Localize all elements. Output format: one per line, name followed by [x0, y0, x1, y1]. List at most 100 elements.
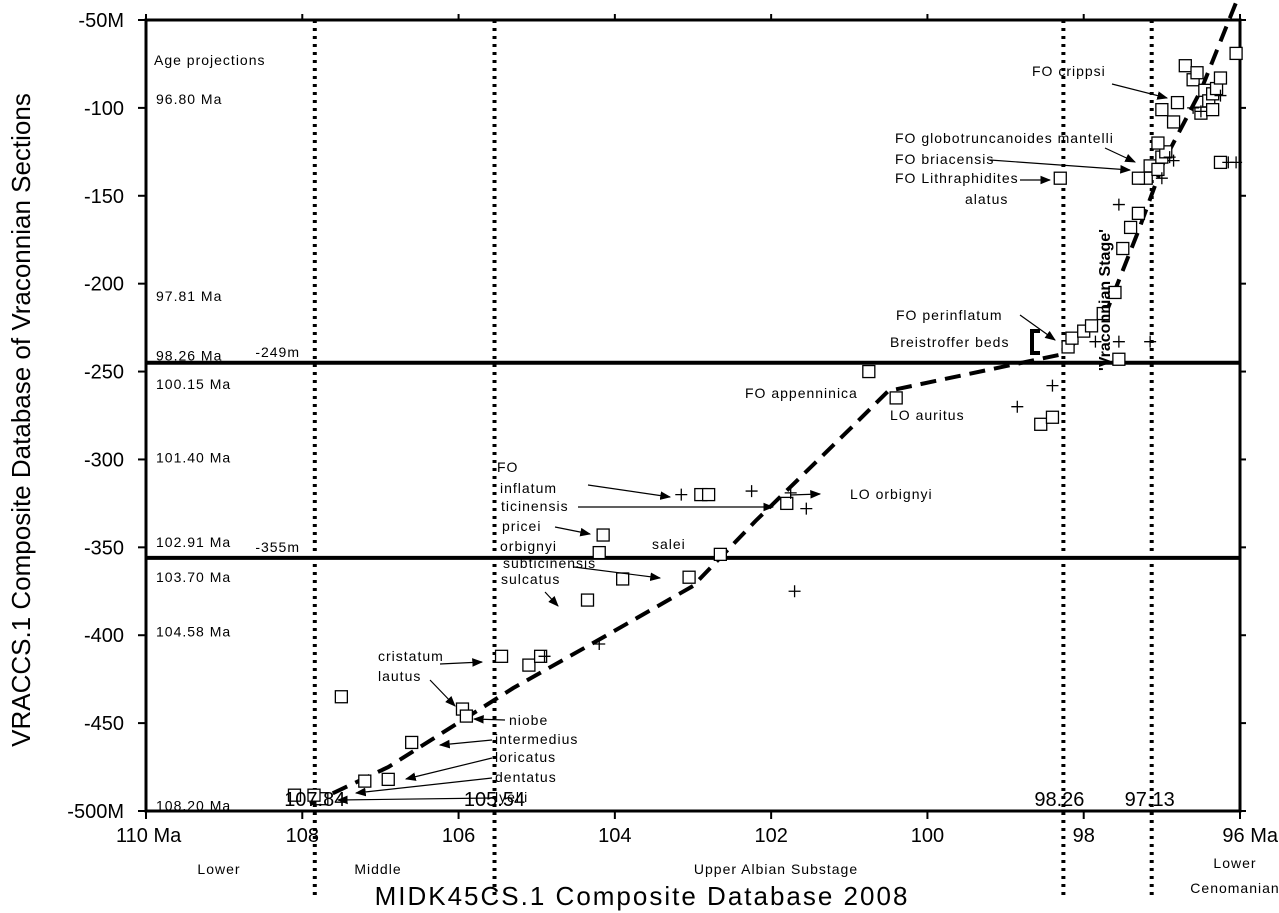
x-tick-label: 104	[598, 825, 631, 847]
substage-label: Middle	[354, 861, 401, 877]
substage-label: Lower	[1213, 855, 1256, 871]
x-tick-label: 108	[286, 825, 319, 847]
substage-label: Upper Albian Substage	[694, 861, 858, 877]
annotation-arrow-niobe	[474, 719, 505, 720]
data-point-square	[382, 773, 394, 785]
x-tick-label: 98	[1073, 825, 1095, 847]
data-point-square	[1207, 104, 1219, 116]
annotation-dentatus: dentatus	[495, 769, 557, 785]
data-point-plus	[1144, 336, 1156, 348]
annotation-fo-lithraphidites: FO Lithraphidites	[895, 170, 1019, 186]
data-point-square	[703, 489, 715, 501]
annotation-subticinensis: subticinensis	[503, 555, 596, 571]
annotation-lautus: lautus	[378, 668, 421, 684]
data-points	[288, 47, 1242, 804]
annotation-intermedius: intermedius	[495, 731, 578, 747]
data-point-square	[582, 594, 594, 606]
annotation-salei: salei	[652, 536, 686, 552]
data-point-square	[1054, 172, 1066, 184]
x-tick-label: 100	[911, 825, 944, 847]
annotation-cristatum: cristatum	[378, 648, 444, 664]
substage-label: Cenomanian	[1190, 880, 1279, 896]
line-of-correlation-path	[310, 2, 1236, 804]
data-point-square	[335, 691, 347, 703]
x-tick-label: 102	[754, 825, 787, 847]
data-point-square	[781, 497, 793, 509]
data-point-plus	[1011, 401, 1023, 413]
data-point-square	[1046, 411, 1058, 423]
age-projection-label: 103.70 Ma	[156, 569, 231, 585]
y-tick-label: -300	[84, 449, 124, 471]
y-tick-label: -250	[84, 362, 124, 384]
data-point-square	[1035, 418, 1047, 430]
data-point-plus	[789, 585, 801, 597]
data-point-square	[496, 650, 508, 662]
data-point-square	[1156, 104, 1168, 116]
annotation-fo-crippsi: FO crippsi	[1032, 63, 1106, 79]
annotation-arrow-fo-crippsi	[1112, 84, 1167, 98]
y-axis-label: VRACCS.1 Composite Database of Vraconnia…	[6, 93, 36, 747]
annotation-orbignyi: orbignyi	[500, 538, 557, 554]
boundary-vertical-lines	[315, 20, 1152, 898]
age-projection-label: 98.26 Ma	[156, 348, 222, 364]
boundary-horizontal-lines	[146, 363, 1240, 558]
data-point-square	[1179, 60, 1191, 72]
age-projection-label: 100.15 Ma	[156, 376, 231, 392]
y-tick-label: -450	[84, 713, 124, 735]
annotation-fo-globotruncanoides: FO globotruncanoides mantelli	[895, 130, 1114, 146]
annotation-arrow-cristatum	[440, 662, 482, 664]
age-projection-label: 108.20 Ma	[156, 798, 231, 814]
data-point-plus	[800, 503, 812, 515]
annotation-arrow-loricatus	[406, 758, 492, 779]
annotation-fo-appenninica: FO appenninica	[745, 385, 858, 401]
annotation-breistroffer: Breistroffer beds	[890, 334, 1009, 350]
boundary-age-label: 107.84	[284, 789, 345, 811]
annotation-arrow-fo-briacensis	[990, 160, 1130, 170]
y-tick-label: -100	[84, 98, 124, 120]
age-projections-title: Age projections	[154, 52, 266, 68]
breistroffer-bracket	[1032, 331, 1040, 353]
age-projection-label: 102.91 Ma	[156, 534, 231, 550]
y-tick-label: -500M	[67, 801, 124, 823]
data-point-plus	[675, 489, 687, 501]
annotation-arrow-fo-inflatum	[588, 485, 670, 497]
annotation-arrows	[338, 84, 1167, 800]
data-point-square	[597, 529, 609, 541]
substage-label: Lower	[197, 861, 240, 877]
y-tick-label: -400	[84, 625, 124, 647]
line-of-correlation	[310, 2, 1236, 804]
data-point-square	[1066, 332, 1078, 344]
y-tick-label: -150	[84, 186, 124, 208]
data-point-square	[617, 573, 629, 585]
annotation-sulcatus: sulcatus	[501, 571, 560, 587]
age-projection-label: 104.58 Ma	[156, 624, 231, 640]
annotation-ticinensis: ticinensis	[501, 498, 569, 514]
data-point-square	[1132, 207, 1144, 219]
boundary-age-label: 97.13	[1125, 789, 1175, 811]
annotation-arrow-fo-perinflatum	[1020, 315, 1055, 340]
age-projection-label: 101.40 Ma	[156, 450, 231, 466]
annotation-arrow-pricei	[555, 527, 590, 534]
annotation-arrow-fo-globotruncanoides	[1105, 148, 1135, 162]
annotation-fo-inflatum: inflatum	[500, 480, 557, 496]
data-point-square	[1168, 116, 1180, 128]
data-point-square	[863, 366, 875, 378]
annotation-arrow-intermedius	[440, 740, 492, 745]
data-point-square	[714, 548, 726, 560]
annotation-lyelli: lyelli	[495, 789, 528, 805]
annotation-fo-perinflatum: FO perinflatum	[896, 307, 1003, 323]
annotation-niobe: niobe	[509, 712, 548, 728]
annotation-fo-briacensis: FO briacensis	[895, 151, 994, 167]
vraconnian-stage-label: 'Vraconnian Stage'	[1097, 229, 1114, 371]
data-point-square	[1171, 97, 1183, 109]
data-point-square	[359, 775, 371, 787]
data-point-plus	[746, 485, 758, 497]
boundary-age-label: 98.26	[1034, 789, 1084, 811]
boundary-depth-label: -355m	[255, 539, 300, 555]
data-point-square	[1152, 137, 1164, 149]
y-tick-label: -350	[84, 537, 124, 559]
annotation-fo-lithraphidites: alatus	[965, 191, 1008, 207]
chart-text: -50M-100-150-200-250-300-350-400-450-500…	[6, 10, 1279, 911]
x-axis-label: MIDK45CS.1 Composite Database 2008	[375, 881, 910, 911]
